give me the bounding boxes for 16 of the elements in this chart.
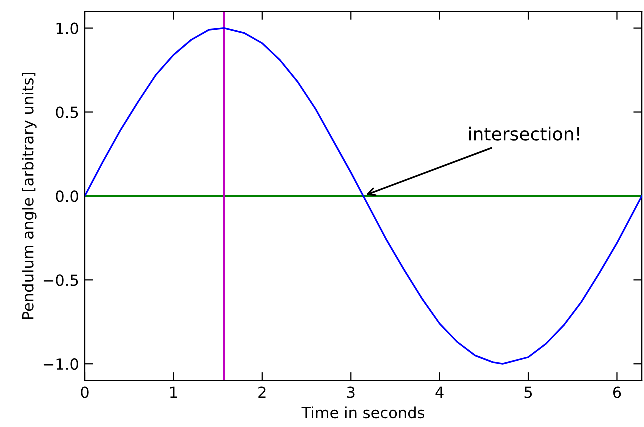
y-tick-label: 0.5 bbox=[56, 106, 78, 118]
y-tick-label: 1.0 bbox=[56, 22, 78, 34]
x-tick-label: 6 bbox=[613, 386, 622, 398]
x-tick-label: 4 bbox=[436, 386, 444, 398]
x-tick-label: 2 bbox=[258, 386, 266, 398]
x-tick-label: 3 bbox=[347, 386, 355, 398]
x-tick-label: 0 bbox=[81, 386, 89, 398]
y-tick-label: −0.5 bbox=[44, 274, 78, 286]
x-tick-label: 5 bbox=[524, 386, 532, 398]
x-axis-title: Time in seconds bbox=[302, 406, 425, 419]
line-series bbox=[85, 27, 642, 365]
x-tick-label: 1 bbox=[170, 386, 178, 398]
annotation: intersection! bbox=[469, 126, 580, 141]
y-axis-title: Pendulum angle [arbitrary units] bbox=[22, 73, 37, 320]
y-tick-label: −1.0 bbox=[44, 358, 78, 370]
y-tick-label: 0.0 bbox=[56, 190, 78, 202]
